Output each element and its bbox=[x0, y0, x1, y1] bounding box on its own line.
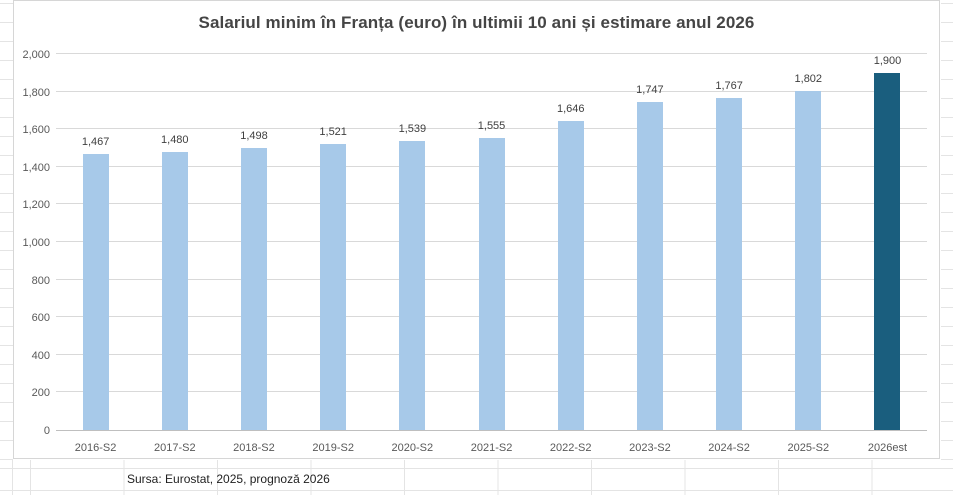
bar-2021-S2[interactable] bbox=[478, 137, 505, 430]
bar-value-label: 1,498 bbox=[240, 130, 268, 143]
bar-value-label: 1,747 bbox=[636, 83, 664, 96]
bar-value-label: 1,900 bbox=[873, 54, 902, 67]
bar-value-label: 1,555 bbox=[477, 119, 506, 132]
sheet-gridlines-right bbox=[941, 0, 953, 460]
bar-2026est[interactable] bbox=[874, 72, 901, 430]
source-note: Sursa: Eurostat, 2025, prognoză 2026 bbox=[127, 472, 330, 486]
bar-2019-S2[interactable] bbox=[320, 144, 347, 430]
y-tick-label: 1,600 bbox=[22, 124, 50, 137]
x-tick-label-2025-S2: 2025-S2 bbox=[787, 442, 830, 454]
sheet-row-line bbox=[0, 490, 953, 491]
y-tick-label: 1,000 bbox=[22, 237, 50, 249]
bar-value-label: 1,467 bbox=[81, 136, 110, 149]
y-tick-label: 800 bbox=[31, 274, 50, 287]
bar-2022-S2[interactable] bbox=[557, 120, 584, 430]
x-tick-label-2022-S2: 2022-S2 bbox=[549, 442, 592, 454]
bar-slot-2016-S2: 1,467 bbox=[56, 55, 135, 430]
x-tick-label-2021-S2: 2021-S2 bbox=[470, 442, 513, 454]
x-tick-label-2018-S2: 2018-S2 bbox=[233, 442, 275, 454]
y-tick-label: 200 bbox=[31, 387, 50, 400]
bar-slot-2024-S2: 1,767 bbox=[690, 55, 769, 430]
bar-series: 1,467 1,480 1,498 1,521 1,539 1,555 1,646 1,747… bbox=[56, 55, 927, 430]
source-cell[interactable]: Sursa: Eurostat, 2025, prognoză 2026 bbox=[124, 468, 330, 490]
x-tick-label-2020-S2: 2020-S2 bbox=[391, 442, 434, 454]
gridline bbox=[56, 90, 927, 92]
bar-2017-S2[interactable] bbox=[161, 151, 188, 430]
y-tick-label: 1,400 bbox=[22, 161, 50, 174]
y-axis: 0 200 400 600 800 1,000 1,200 1,400 1,600 1,800 2,… bbox=[14, 49, 50, 437]
bar-2023-S2[interactable] bbox=[636, 101, 663, 430]
x-tick-label-2019-S2: 2019-S2 bbox=[312, 442, 354, 454]
gridline bbox=[56, 128, 927, 130]
y-tick-label: 1,800 bbox=[22, 86, 50, 99]
bar-value-label: 1,646 bbox=[556, 102, 585, 115]
sheet-gridlines-left bbox=[0, 0, 13, 460]
bar-value-label: 1,539 bbox=[398, 122, 427, 135]
chart-object[interactable]: Salariul minim în Franța (euro) în ultim… bbox=[13, 0, 940, 459]
x-tick-label-2023-S2: 2023-S2 bbox=[629, 442, 671, 454]
bar-slot-2026est: 1,900 bbox=[848, 55, 927, 430]
bar-value-label: 1,480 bbox=[161, 133, 189, 146]
bar-slot-2021-S2: 1,555 bbox=[452, 55, 531, 430]
x-tick-label-2016-S2: 2016-S2 bbox=[74, 442, 117, 454]
y-tick-label: 0 bbox=[43, 425, 50, 437]
y-tick-label: 600 bbox=[31, 312, 50, 325]
gridline bbox=[56, 53, 927, 54]
x-tick-label-2026est: 2026est bbox=[867, 442, 908, 454]
bar-2020-S2[interactable] bbox=[399, 140, 426, 430]
bar-value-label: 1,767 bbox=[715, 79, 743, 92]
sheet-row-line bbox=[0, 468, 953, 469]
bar-slot-2019-S2: 1,521 bbox=[294, 55, 373, 430]
y-tick-label: 2,000 bbox=[22, 49, 50, 61]
x-tick-label-2017-S2: 2017-S2 bbox=[153, 442, 196, 454]
x-axis: 2016-S2 2017-S2 2018-S2 2019-S2 2020-S2 2021-… bbox=[56, 440, 927, 456]
plot-area: 1,467 1,480 1,498 1,521 1,539 1,555 1,646 1,747… bbox=[56, 53, 927, 431]
bar-slot-2017-S2: 1,480 bbox=[135, 55, 214, 430]
y-tick-label: 400 bbox=[31, 349, 50, 362]
bar-2024-S2[interactable] bbox=[716, 97, 743, 430]
bar-2025-S2[interactable] bbox=[795, 91, 822, 430]
bar-slot-2018-S2: 1,498 bbox=[214, 55, 293, 430]
bar-slot-2023-S2: 1,747 bbox=[610, 55, 689, 430]
bar-2018-S2[interactable] bbox=[240, 148, 267, 430]
bar-slot-2025-S2: 1,802 bbox=[769, 55, 848, 430]
bar-value-label: 1,802 bbox=[794, 73, 823, 86]
chart-title: Salariul minim în Franța (euro) în ultim… bbox=[198, 13, 755, 32]
bar-slot-2020-S2: 1,539 bbox=[373, 55, 452, 430]
bar-value-label: 1,521 bbox=[319, 126, 347, 139]
y-tick-label: 1,200 bbox=[22, 199, 50, 212]
x-tick-label-2024-S2: 2024-S2 bbox=[708, 442, 750, 454]
bar-2016-S2[interactable] bbox=[82, 154, 109, 430]
bar-slot-2022-S2: 1,646 bbox=[531, 55, 610, 430]
